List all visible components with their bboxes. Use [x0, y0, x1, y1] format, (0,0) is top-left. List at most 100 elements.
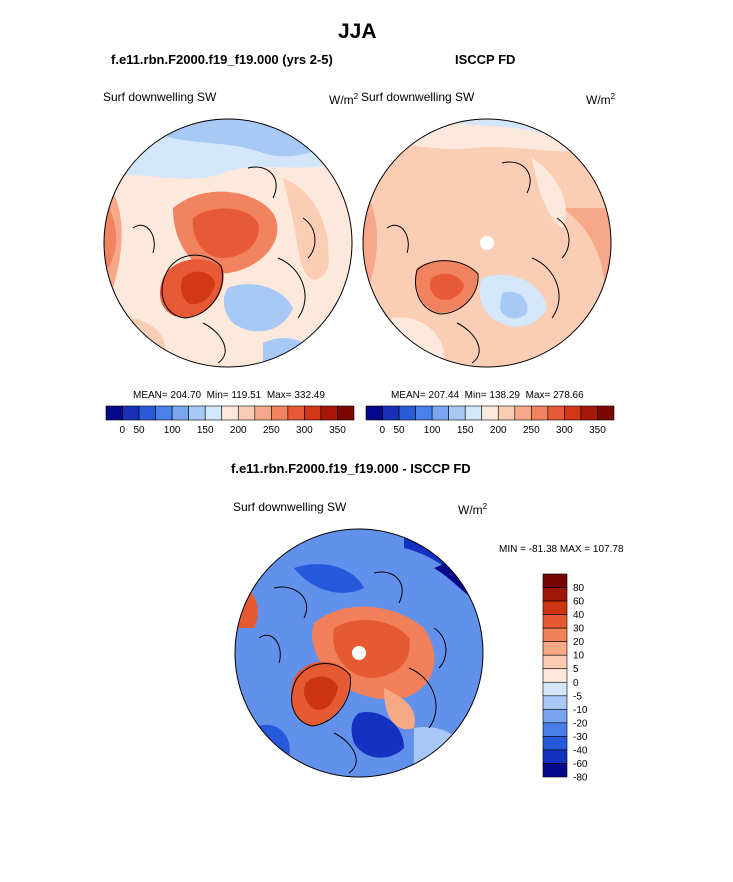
panel2-stats: MEAN= 207.44 Min= 138.29 Max= 278.66: [391, 390, 584, 401]
contour-region: [384, 688, 415, 730]
colorbar-swatch: [138, 405, 156, 421]
panel1-title: f.e11.rbn.F2000.f19_f19.000 (yrs 2-5): [111, 52, 333, 67]
colorbar-swatch: [204, 405, 223, 421]
coastline-greenland: [291, 663, 351, 727]
colorbar-tick-label: 50: [134, 425, 146, 436]
missing-data-pole: [352, 646, 366, 660]
contour-region: [223, 284, 293, 332]
colorbar-tick-label: 5: [573, 664, 579, 675]
colorbar-swatch: [542, 641, 568, 656]
colorbar-swatch: [254, 405, 272, 421]
contour-region: [180, 271, 215, 305]
colorbar-swatch: [542, 627, 568, 642]
colorbar-tick-label: 60: [573, 597, 585, 608]
colorbar-swatch: [542, 722, 568, 737]
colorbar-swatch: [542, 763, 568, 778]
colorbar-tick-label: -5: [573, 691, 582, 702]
colorbar-swatch: [531, 405, 549, 421]
contour-region: [333, 619, 410, 678]
colorbar-tick-label: 50: [394, 425, 406, 436]
colorbar-swatch: [105, 405, 123, 421]
contour-region: [304, 676, 338, 710]
panel2-max: Max= 278.66: [525, 390, 584, 401]
colorbar-tick-label: 350: [589, 425, 606, 436]
colorbar-swatch: [542, 600, 568, 615]
colorbar-swatch: [542, 749, 568, 764]
colorbar-swatch: [542, 587, 568, 602]
contour-region: [351, 712, 404, 758]
contour-region: [294, 564, 364, 593]
colorbar-swatch: [398, 405, 416, 421]
colorbar-swatch: [514, 405, 532, 421]
panel2-min: Min= 138.29: [464, 390, 520, 401]
panel3-polar-map: [234, 528, 484, 778]
colorbar-tick-label: 30: [573, 624, 585, 635]
colorbar-swatch: [542, 736, 568, 751]
contour-region: [192, 208, 259, 258]
colorbar-tick-label: -80: [573, 773, 588, 784]
colorbar-swatch: [320, 405, 338, 421]
colorbar-swatch: [542, 614, 568, 629]
colorbar-swatch: [287, 405, 305, 421]
panel2-units: W/m2: [586, 92, 616, 108]
colorbar-swatch: [580, 405, 598, 421]
contour-region: [562, 208, 611, 318]
coastline-arctic: [258, 571, 447, 774]
colorbar-swatch: [221, 405, 239, 421]
colorbar-tick-label: 20: [573, 637, 585, 648]
colorbar-swatch: [448, 405, 466, 421]
colorbar-swatch: [547, 405, 565, 421]
coastline-arctic: [386, 161, 570, 364]
panel2-colorbar: 0 50 100 150 200 250 300 350: [365, 405, 615, 436]
panel1-max: Max= 332.49: [266, 390, 325, 401]
contour-region: [532, 158, 566, 228]
panel1-units: W/m2: [329, 92, 359, 108]
colorbar-tick-label: 0: [119, 425, 125, 436]
colorbar-swatch: [122, 405, 140, 421]
missing-data-pole: [480, 236, 494, 250]
colorbar-tick-label: -30: [573, 732, 588, 743]
colorbar-swatch: [542, 709, 568, 724]
colorbar-swatch: [304, 405, 322, 421]
contour-region: [429, 273, 464, 300]
colorbar-swatch: [542, 668, 568, 683]
colorbar-swatch: [188, 405, 206, 421]
colorbar-tick-label: 0: [573, 678, 579, 689]
panel2-polar-map: [362, 118, 612, 368]
colorbar-tick-label: -20: [573, 718, 588, 729]
coastline-greenland: [415, 260, 479, 315]
panel1-min: Min= 119.51: [206, 390, 262, 401]
colorbar-swatch: [497, 405, 516, 421]
coastline-arctic: [132, 166, 316, 364]
colorbar-swatch: [382, 405, 400, 421]
panel3-units: W/m2: [458, 502, 488, 518]
colorbar-tick-label: 150: [457, 425, 474, 436]
contour-region: [283, 178, 329, 280]
colorbar-swatch: [337, 405, 355, 421]
colorbar-swatch: [564, 405, 582, 421]
colorbar-tick-label: 250: [263, 425, 280, 436]
colorbar-tick-label: 350: [329, 425, 346, 436]
panel3-colorbar: 80 60 40 30 20 10 5 0 -5 -10 -20 -30 -40 -60 -80: [542, 573, 588, 784]
panel3-minmax: MIN = -81.38 MAX = 107.78: [499, 544, 624, 555]
colorbar-tick-label: 100: [424, 425, 441, 436]
panel1-variable-label: Surf downwelling SW: [103, 90, 217, 104]
panel3-title: f.e11.rbn.F2000.f19_f19.000 - ISCCP FD: [231, 461, 471, 476]
colorbar-tick-label: 0: [379, 425, 385, 436]
colorbar-swatch: [481, 405, 499, 421]
colorbar-swatch: [542, 695, 568, 710]
colorbar-tick-label: 300: [556, 425, 573, 436]
colorbar-tick-label: 250: [523, 425, 540, 436]
panel1-stats: MEAN= 204.70 Min= 119.51 Max= 332.49: [133, 390, 325, 401]
colorbar-tick-label: -40: [573, 745, 588, 756]
colorbar-tick-label: 200: [490, 425, 507, 436]
colorbar-tick-label: 200: [230, 425, 247, 436]
colorbar-swatch: [542, 681, 568, 697]
colorbar-swatch: [365, 405, 383, 421]
colorbar-tick-label: 300: [296, 425, 313, 436]
panel2-title: ISCCP FD: [455, 52, 516, 67]
panel1-colorbar: 0 50 100 150 200 250 300 350: [105, 405, 355, 436]
colorbar-swatch: [464, 405, 483, 421]
colorbar-swatch: [542, 573, 568, 588]
page-title: JJA: [338, 20, 377, 43]
